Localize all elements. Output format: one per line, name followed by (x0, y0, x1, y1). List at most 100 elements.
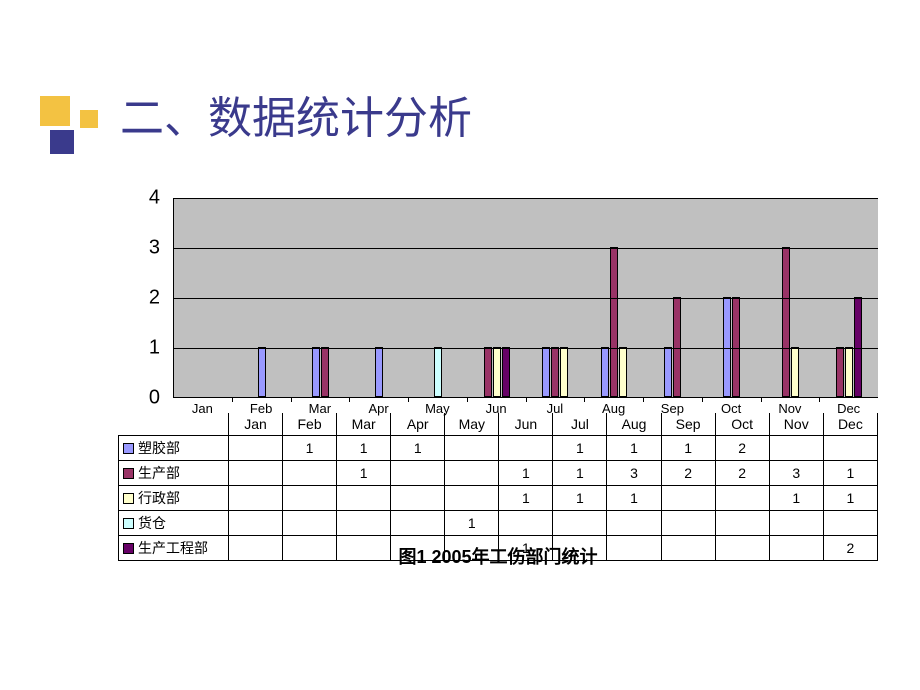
table-cell: 2 (715, 460, 769, 485)
table-header-row: JanFebMarAprMayJunJulAugSepOctNovDec (119, 413, 878, 435)
bar (845, 347, 853, 397)
legend-label: 塑胶部 (138, 440, 180, 456)
table-header-cell: Aug (607, 413, 661, 435)
table-cell: 1 (607, 435, 661, 460)
bar (610, 247, 618, 397)
chart-area: 01234 JanFebMarAprMayJunJulAugSepOctNovD… (118, 198, 878, 413)
table-row: 货仓 1 (119, 510, 878, 535)
table-cell (445, 460, 499, 485)
legend-swatch (123, 468, 134, 479)
table-row: 生产部11132231 (119, 460, 878, 485)
legend-swatch (123, 518, 134, 529)
table-cell: 2 (661, 460, 715, 485)
decor-square (80, 110, 98, 128)
bar (312, 347, 320, 397)
legend-label: 货仓 (138, 515, 166, 531)
table-cell (283, 460, 337, 485)
y-axis-label: 3 (149, 237, 160, 260)
table-cell (391, 460, 445, 485)
bar-group (664, 297, 681, 397)
bar (673, 297, 681, 397)
table-cell (553, 510, 607, 535)
table-cell (661, 485, 715, 510)
x-axis: JanFebMarAprMayJunJulAugSepOctNovDec (173, 398, 878, 413)
chart-caption: 图1 2005年工伤部门统计 (118, 543, 878, 569)
table-cell (391, 485, 445, 510)
table-cell (228, 460, 282, 485)
table-row: 塑胶部1111112 (119, 435, 878, 460)
bar-group (782, 247, 799, 397)
bar (502, 347, 510, 397)
table-cell: 1 (337, 460, 391, 485)
bar (791, 347, 799, 397)
table-cell (228, 435, 282, 460)
legend-cell: 货仓 (119, 510, 229, 535)
bar (619, 347, 627, 397)
bar (732, 297, 740, 397)
table-cell: 3 (607, 460, 661, 485)
table-cell (661, 510, 715, 535)
bar (836, 347, 844, 397)
bar (258, 347, 266, 397)
table-cell: 3 (769, 460, 823, 485)
table-row: 行政部11111 (119, 485, 878, 510)
table-cell: 1 (445, 510, 499, 535)
table-cell (715, 485, 769, 510)
table-header-cell: Apr (391, 413, 445, 435)
table-cell: 1 (553, 460, 607, 485)
bar (664, 347, 672, 397)
table-cell (499, 435, 553, 460)
table-cell: 1 (499, 485, 553, 510)
legend-label: 行政部 (138, 490, 180, 506)
bar (854, 297, 862, 397)
table-cell: 1 (283, 435, 337, 460)
bar (321, 347, 329, 397)
bar (484, 347, 492, 397)
table-cell (499, 510, 553, 535)
table-header-cell: Jan (228, 413, 282, 435)
grid-line (174, 248, 878, 249)
table-cell (283, 485, 337, 510)
bar (542, 347, 550, 397)
grid-line (174, 198, 878, 199)
bar-group (542, 347, 568, 397)
table-header-cell: Oct (715, 413, 769, 435)
table-cell: 1 (553, 485, 607, 510)
legend-cell: 生产部 (119, 460, 229, 485)
bar (560, 347, 568, 397)
table-header-cell: May (445, 413, 499, 435)
bar (493, 347, 501, 397)
table-header-cell: Jun (499, 413, 553, 435)
legend-label: 生产部 (138, 465, 180, 481)
table-cell (337, 510, 391, 535)
chart-plot (173, 198, 878, 398)
legend-swatch (123, 493, 134, 504)
table-header-cell: Feb (283, 413, 337, 435)
table-cell (445, 435, 499, 460)
y-axis-label: 4 (149, 187, 160, 210)
chart-container: 01234 JanFebMarAprMayJunJulAugSepOctNovD… (118, 198, 878, 413)
table-cell: 1 (607, 485, 661, 510)
bar (551, 347, 559, 397)
data-table: JanFebMarAprMayJunJulAugSepOctNovDec 塑胶部 1… (118, 413, 878, 561)
page-title: 二、数据统计分析 (120, 82, 472, 146)
y-axis-label: 0 (149, 387, 160, 410)
bar (434, 347, 442, 397)
legend-cell: 行政部 (119, 485, 229, 510)
table-header-cell: Dec (823, 413, 877, 435)
bar (782, 247, 790, 397)
bar-group (258, 347, 266, 397)
decor-square (40, 96, 70, 126)
bar-group (434, 347, 442, 397)
legend-swatch (123, 443, 134, 454)
y-axis: 01234 (118, 198, 168, 398)
table-cell (445, 485, 499, 510)
bar-group (375, 347, 383, 397)
table-cell: 1 (823, 485, 877, 510)
table-cell (715, 510, 769, 535)
table-cell: 1 (769, 485, 823, 510)
decor-square (50, 130, 74, 154)
y-axis-label: 1 (149, 337, 160, 360)
table-cell (769, 435, 823, 460)
table-cell (391, 510, 445, 535)
